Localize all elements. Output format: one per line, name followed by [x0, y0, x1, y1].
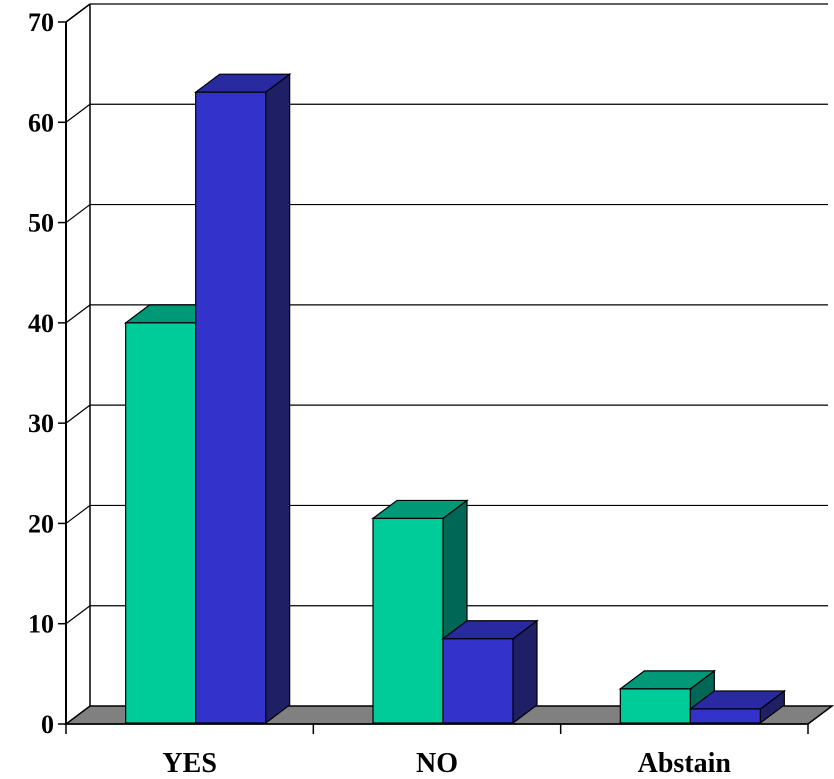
y-tick-label: 0 [41, 710, 54, 739]
bar-abstain-series-1 [618, 669, 717, 725]
bar-front-face [442, 638, 514, 724]
y-tick-label: 40 [28, 309, 54, 338]
x-category-label: NO [416, 748, 458, 779]
x-category-label: YES [162, 748, 216, 779]
bar-abstain-series-2 [688, 689, 787, 725]
bar-front-face [689, 708, 761, 724]
y-tick-label: 20 [28, 509, 54, 538]
y-tick-label: 30 [28, 409, 54, 438]
chart-walls [65, 3, 91, 706]
bar-side-face [265, 72, 291, 725]
y-tick-label: 60 [28, 108, 54, 137]
gridline-side [65, 605, 91, 625]
y-tick-labels: 0 10 20 30 40 50 60 70 [28, 8, 54, 739]
y-tick-label: 50 [28, 209, 54, 238]
x-category-label: Abstain [638, 748, 732, 779]
bars [123, 72, 787, 725]
x-category-labels: YES NO Abstain [162, 748, 731, 779]
y-tick-label: 70 [28, 8, 54, 37]
bar-yes-series-2 [193, 72, 292, 725]
y-tick-label: 10 [28, 610, 54, 639]
bar-front-face [195, 91, 267, 724]
gridline-side [65, 103, 91, 123]
gridline-side [65, 504, 91, 524]
bar-front-face [372, 517, 444, 724]
axes [58, 21, 809, 734]
gridline-side [65, 3, 91, 23]
bar-front-face [125, 322, 197, 724]
gridline-side [65, 204, 91, 224]
bar-front-face [619, 688, 691, 724]
gridline-side [65, 304, 91, 324]
gridline-side [65, 404, 91, 424]
bar-no-series-2 [441, 619, 539, 725]
